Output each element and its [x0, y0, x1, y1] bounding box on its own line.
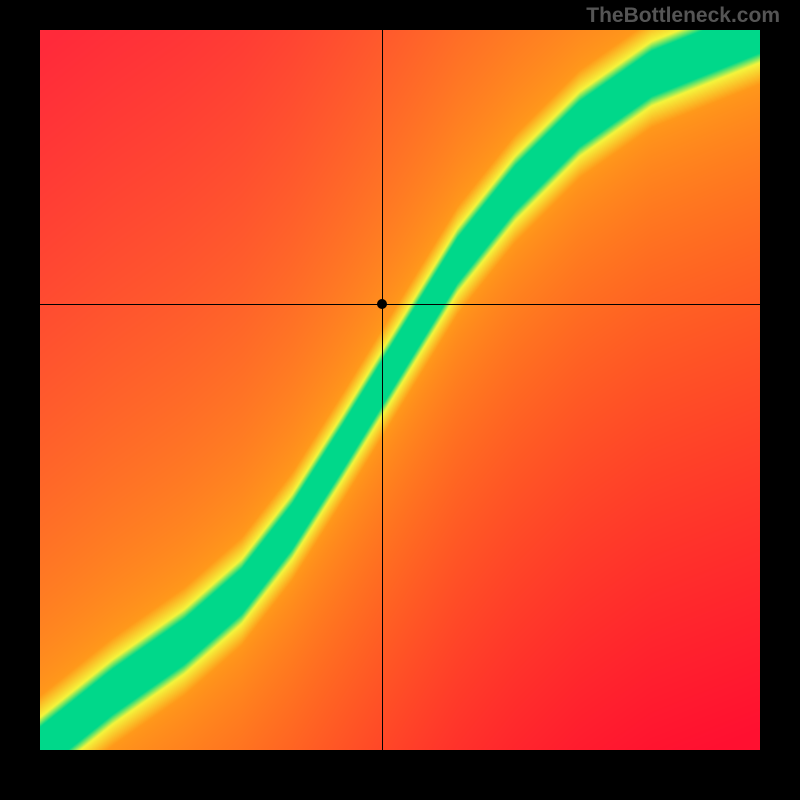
crosshair-horizontal [40, 304, 760, 305]
crosshair-marker-dot [377, 299, 387, 309]
crosshair-vertical [382, 30, 383, 750]
plot-area [40, 30, 760, 750]
heatmap-canvas [40, 30, 760, 750]
watermark-text: TheBottleneck.com [586, 4, 780, 28]
